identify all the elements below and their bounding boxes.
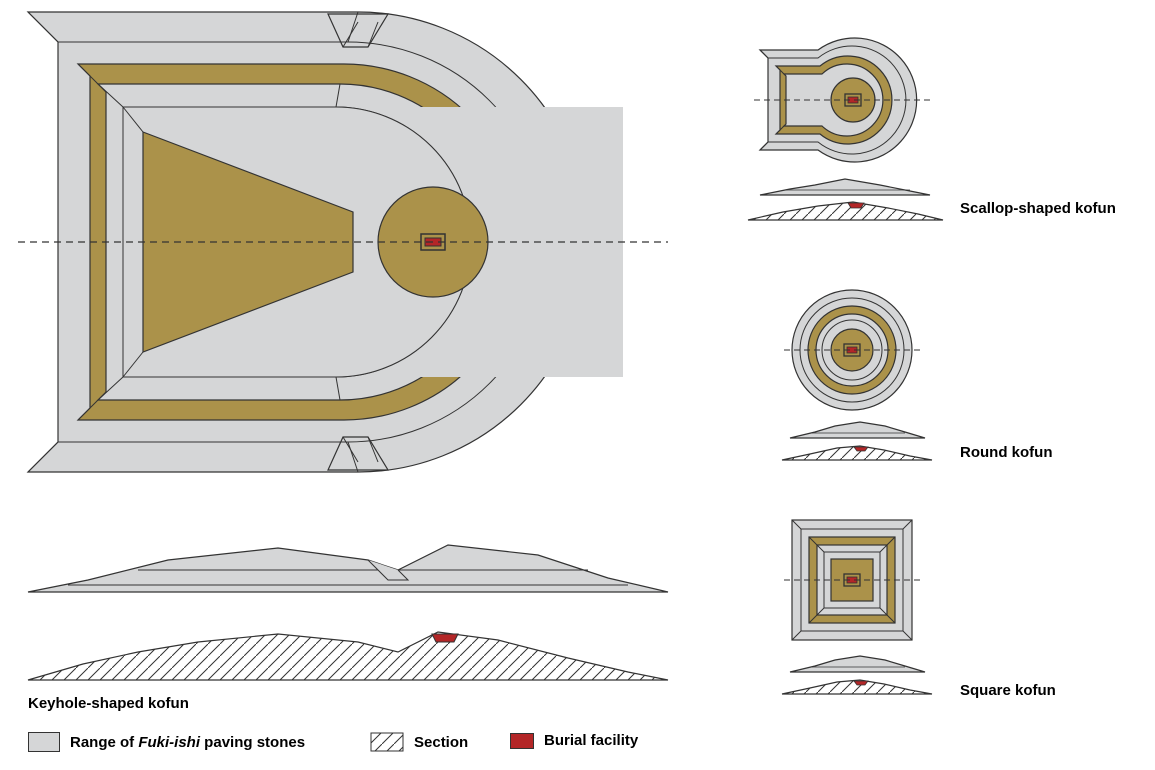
keyhole-label: Keyhole-shaped kofun xyxy=(28,695,189,712)
round-section xyxy=(782,446,932,460)
scallop-elevation xyxy=(760,179,930,195)
scallop-label: Scallop-shaped kofun xyxy=(960,200,1116,217)
legend-section: Section xyxy=(370,732,468,752)
keyhole-elevation xyxy=(28,545,668,592)
kofun-diagram xyxy=(0,0,1155,770)
legend-burial: Burial facility xyxy=(510,732,638,749)
keyhole-section xyxy=(28,632,668,680)
keyhole-plan xyxy=(18,12,668,472)
square-plan xyxy=(784,520,920,640)
scallop-plan xyxy=(754,38,930,162)
round-label: Round kofun xyxy=(960,444,1052,461)
legend-stones: Range of Fuki-ishi paving stones xyxy=(28,732,305,752)
round-elevation xyxy=(790,422,925,438)
square-label: Square kofun xyxy=(960,682,1056,699)
square-elevation xyxy=(790,656,925,672)
round-plan xyxy=(784,290,920,410)
scallop-section xyxy=(748,202,943,220)
square-section xyxy=(782,680,932,694)
